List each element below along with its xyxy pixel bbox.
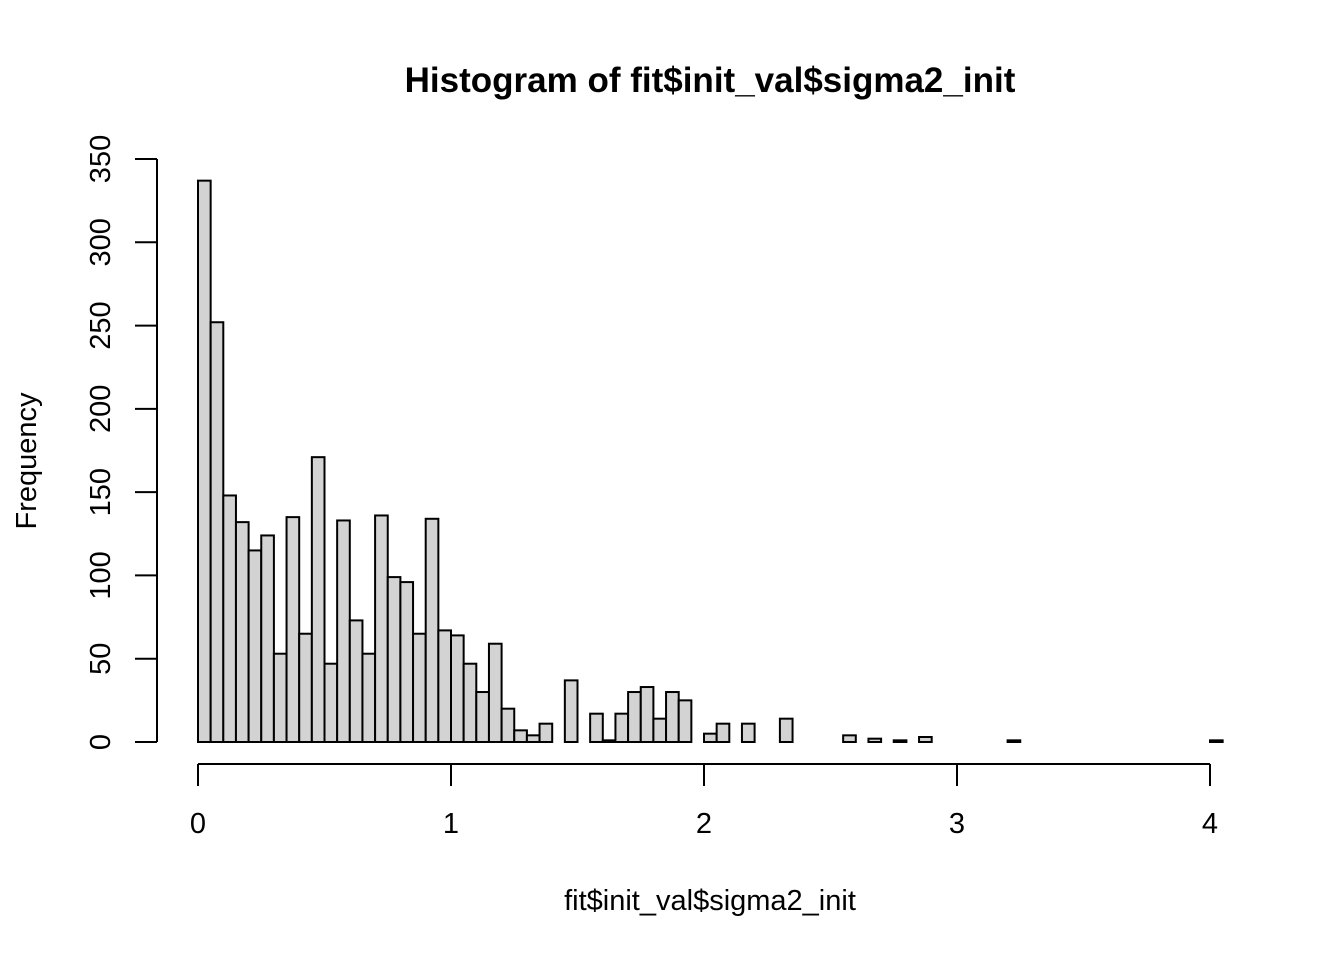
histogram-bar — [234, 521, 250, 744]
histogram-bar — [500, 707, 516, 744]
histogram-bar — [639, 686, 655, 744]
x-tick-label: 0 — [190, 808, 206, 840]
histogram-bar — [892, 739, 908, 744]
histogram-bar — [538, 722, 554, 743]
histogram-bar — [260, 534, 275, 743]
histogram-bar — [601, 739, 617, 744]
histogram-bar — [778, 717, 794, 743]
x-axis-label: fit$init_val$sigma2_init — [564, 885, 856, 917]
histogram-bar — [740, 722, 756, 743]
histogram-bar — [842, 734, 857, 744]
y-tick-label: 250 — [85, 301, 117, 349]
histogram-bar — [525, 734, 541, 744]
histogram-bar — [1006, 739, 1022, 744]
histogram-bar — [298, 632, 313, 744]
histogram-bar — [285, 516, 301, 744]
histogram-bar — [475, 691, 490, 743]
x-tick-label: 3 — [949, 808, 965, 840]
y-tick-label: 350 — [85, 135, 117, 183]
histogram-bar — [703, 732, 718, 744]
y-tick-label: 300 — [85, 218, 117, 266]
histogram-bar — [386, 576, 402, 744]
histogram-bar — [310, 456, 326, 743]
histogram-bar — [918, 736, 933, 744]
histogram-bar — [677, 699, 693, 743]
y-tick-label: 50 — [85, 643, 117, 675]
histogram-bar — [361, 652, 377, 744]
histogram-bar — [627, 691, 642, 743]
x-tick-label: 4 — [1202, 808, 1218, 840]
x-tick-label: 1 — [443, 808, 459, 840]
histogram-bar — [374, 514, 389, 743]
histogram-bar — [209, 321, 225, 743]
histogram-bar — [1209, 739, 1224, 744]
histogram-bar — [715, 722, 731, 743]
histogram-bar — [424, 517, 440, 744]
y-tick-label: 100 — [85, 551, 117, 599]
histogram-bar — [222, 494, 237, 743]
chart-title: Histogram of fit$init_val$sigma2_init — [405, 61, 1016, 100]
histogram-bar — [399, 581, 415, 743]
histogram-bar — [323, 662, 339, 743]
histogram-bar — [589, 712, 604, 744]
histogram-bar — [450, 634, 465, 743]
histogram-bar — [336, 519, 351, 744]
histogram-bar — [247, 549, 263, 744]
histogram-bars — [197, 179, 1224, 744]
histogram-bar — [867, 737, 883, 744]
x-tick-label: 2 — [696, 808, 712, 840]
y-tick-label: 0 — [85, 734, 117, 750]
x-axis: 0 1 2 3 4 — [190, 763, 1218, 840]
y-tick-label: 200 — [85, 385, 117, 433]
histogram-bar — [513, 729, 528, 744]
histogram-bar — [614, 712, 630, 744]
histogram-bar — [437, 629, 453, 744]
histogram-bar — [652, 717, 668, 743]
histogram-bar — [197, 179, 212, 743]
histogram-bar — [272, 652, 288, 744]
y-axis: 0 50 100 150 200 250 300 350 — [85, 135, 158, 750]
histogram-bar — [665, 691, 680, 743]
histogram-bar — [487, 642, 503, 743]
histogram-bar — [412, 632, 427, 744]
histogram-bar — [563, 679, 579, 744]
histogram-bar — [462, 662, 478, 743]
y-axis-label: Frequency — [11, 392, 43, 530]
y-tick-label: 150 — [85, 468, 117, 516]
histogram-bar — [348, 619, 364, 743]
